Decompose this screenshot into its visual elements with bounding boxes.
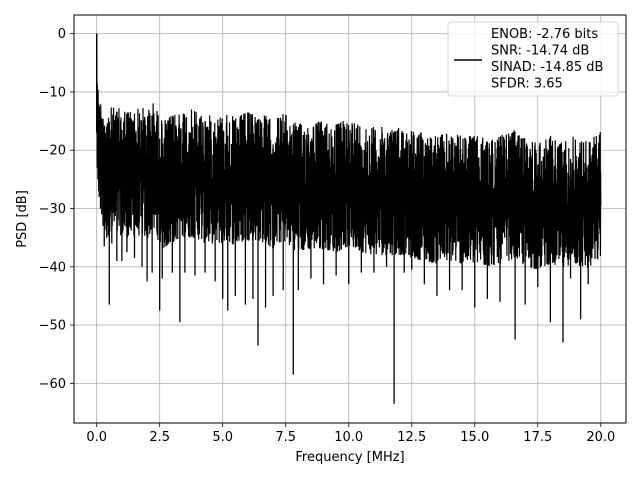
y-tick-label: −40 (39, 260, 66, 275)
y-tick-label: −10 (39, 85, 66, 100)
legend-entry-line: SFDR: 3.65 (491, 77, 563, 92)
x-axis-ticks: 0.0 2.5 5.0 7.5 10.0 12.5 15.0 17.5 20.0 (86, 423, 615, 445)
x-tick-label: 15.0 (460, 430, 489, 445)
legend-entry-line: SNR: -14.74 dB (491, 44, 589, 59)
y-tick-label: 0 (58, 27, 66, 42)
legend-entry-line: ENOB: -2.76 bits (491, 27, 598, 42)
y-tick-label: −20 (39, 144, 66, 159)
x-tick-label: 7.5 (275, 430, 296, 445)
y-tick-label: −60 (39, 377, 66, 392)
x-tick-label: 17.5 (523, 430, 552, 445)
x-tick-label: 12.5 (397, 430, 426, 445)
x-tick-label: 20.0 (586, 430, 615, 445)
data-layer (95, 33, 602, 404)
y-tick-label: −50 (39, 319, 66, 334)
x-tick-label: 0.0 (86, 430, 107, 445)
legend-box (447, 21, 619, 97)
x-tick-label: 5.0 (212, 430, 233, 445)
y-tick-label: −30 (39, 202, 66, 217)
y-axis-ticks: 0 −10 −20 −30 −40 −50 −60 (39, 27, 74, 392)
x-tick-label: 2.5 (149, 430, 170, 445)
x-tick-label: 10.0 (334, 430, 363, 445)
plot-area-frame (73, 14, 627, 424)
x-axis-label: Frequency [MHz] (295, 450, 404, 465)
legend-entry-line: SINAD: -14.85 dB (491, 60, 603, 75)
y-axis-label: PSD [dB] (15, 190, 30, 248)
